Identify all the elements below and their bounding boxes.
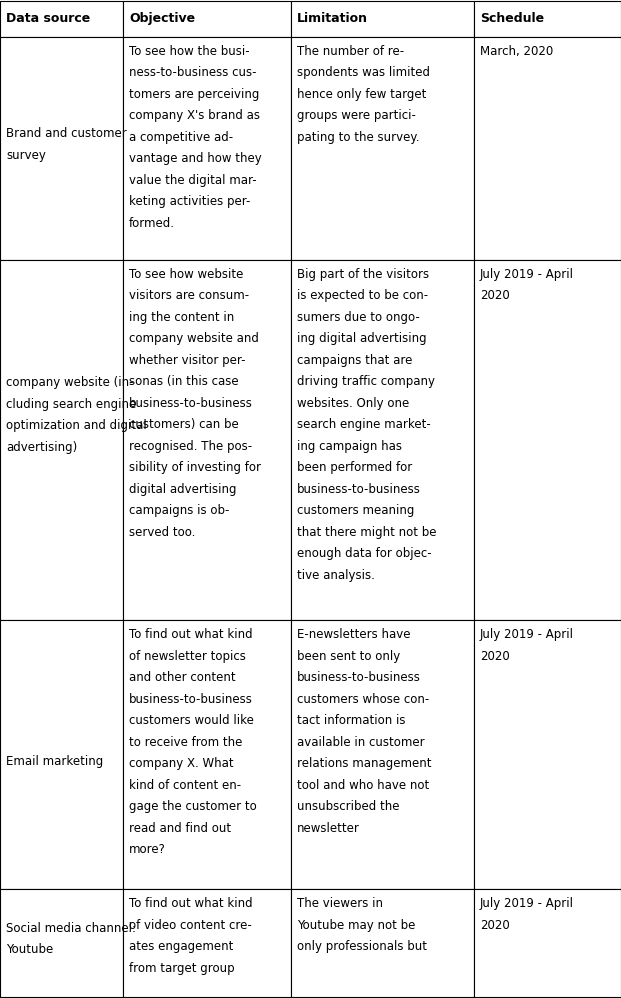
Text: To find out what kind
of newsletter topics
and other content
business-to-busines: To find out what kind of newsletter topi… <box>129 629 256 856</box>
Text: To find out what kind
of video content cre-
ates engagement
from target group: To find out what kind of video content c… <box>129 897 253 975</box>
Bar <box>474 37 621 259</box>
Text: March, 2020: March, 2020 <box>480 45 553 58</box>
Bar <box>0 37 123 259</box>
Bar <box>474 259 621 621</box>
Bar <box>0 259 123 621</box>
Text: July 2019 - April
2020: July 2019 - April 2020 <box>480 629 574 663</box>
Bar <box>123 1 291 37</box>
Text: July 2019 - April
2020: July 2019 - April 2020 <box>480 897 574 931</box>
Bar <box>0 1 123 37</box>
Bar <box>0 621 123 889</box>
Bar <box>123 259 291 621</box>
Text: To see how website
visitors are consum-
ing the content in
company website and
w: To see how website visitors are consum- … <box>129 267 261 539</box>
Text: Email marketing: Email marketing <box>6 754 103 767</box>
Bar <box>474 621 621 889</box>
Bar <box>291 889 474 997</box>
Text: The viewers in
Youtube may not be
only professionals but: The viewers in Youtube may not be only p… <box>297 897 427 953</box>
Text: company website (in-
cluding search engine
optimization and digital
advertising): company website (in- cluding search engi… <box>6 376 147 454</box>
Bar <box>123 889 291 997</box>
Text: Schedule: Schedule <box>480 12 544 26</box>
Bar <box>474 1 621 37</box>
Bar <box>0 889 123 997</box>
Text: Objective: Objective <box>129 12 195 26</box>
Text: Big part of the visitors
is expected to be con-
sumers due to ongo-
ing digital : Big part of the visitors is expected to … <box>297 267 436 582</box>
Bar <box>291 621 474 889</box>
Text: The number of re-
spondents was limited
hence only few target
groups were partic: The number of re- spondents was limited … <box>297 45 430 144</box>
Text: Brand and customer
survey: Brand and customer survey <box>6 127 127 162</box>
Text: Data source: Data source <box>6 12 90 26</box>
Text: To see how the busi-
ness-to-business cus-
tomers are perceiving
company X's bra: To see how the busi- ness-to-business cu… <box>129 45 261 230</box>
Bar <box>291 1 474 37</box>
Bar <box>123 37 291 259</box>
Bar <box>291 37 474 259</box>
Text: July 2019 - April
2020: July 2019 - April 2020 <box>480 267 574 302</box>
Text: E-newsletters have
been sent to only
business-to-business
customers whose con-
t: E-newsletters have been sent to only bus… <box>297 629 431 835</box>
Bar <box>291 259 474 621</box>
Bar <box>474 889 621 997</box>
Bar <box>123 621 291 889</box>
Text: Social media channel:
Youtube: Social media channel: Youtube <box>6 922 136 956</box>
Text: Limitation: Limitation <box>297 12 368 26</box>
